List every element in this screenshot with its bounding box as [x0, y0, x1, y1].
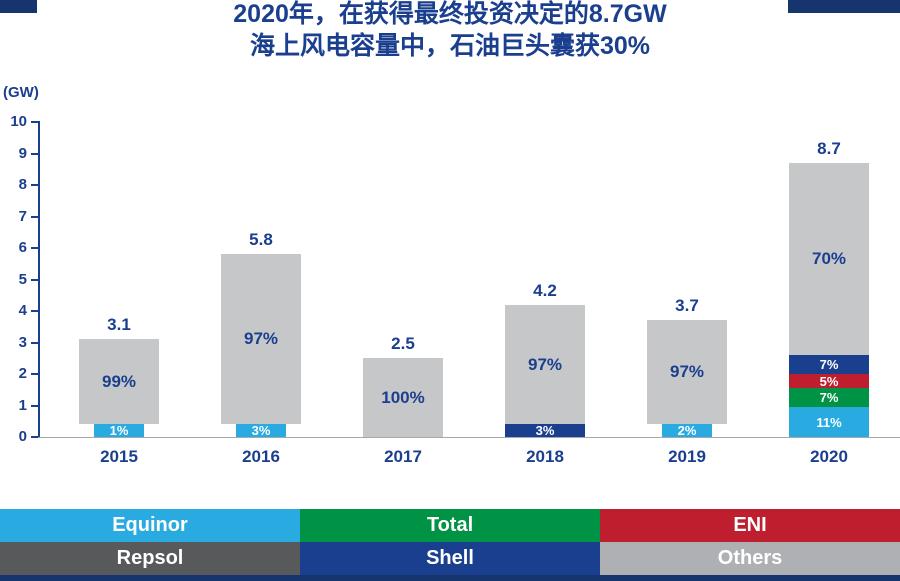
bar-total-label: 4.2	[533, 281, 557, 300]
x-axis-label-2020: 2020	[810, 447, 848, 466]
y-tick-label: 6	[18, 239, 27, 256]
bar-slot: 1% 99% 3.1	[48, 110, 190, 438]
segment-percent-label: 97%	[669, 362, 705, 381]
segment-percent-label: 3%	[251, 423, 271, 438]
bar-2017: 100% 2.5	[363, 334, 443, 437]
segment-percent-label: 97%	[243, 329, 279, 348]
segment-percent-label: 7%	[819, 390, 839, 405]
y-tick-label: 9	[18, 144, 27, 162]
segment-percent-label: 99%	[101, 371, 137, 391]
bar-total-label: 2.5	[391, 334, 415, 353]
segment-percent-label: 11%	[816, 414, 842, 430]
segment-others: 97%	[221, 254, 301, 424]
x-axis-label-2017: 2017	[384, 447, 422, 466]
y-tick-mark	[31, 436, 38, 438]
x-axis-label-2019: 2019	[668, 447, 706, 466]
bar-slot: 3% 97% 4.2	[474, 110, 616, 438]
segment-shell: 3%	[505, 423, 585, 438]
y-tick-mark	[31, 247, 38, 249]
segment-others: 97%	[505, 305, 585, 424]
stacked-bar-chart: 0 1 2 3 4 5 6 7 8 9 10 1% 99% 3.1 3% 97% 5.8 100% 2.5 3% 97…	[0, 110, 900, 485]
segment-percent-label: 7%	[819, 357, 839, 372]
segment-percent-label: 2%	[677, 423, 697, 438]
segment-others: 70%	[789, 163, 869, 355]
segment-total: 7%	[789, 388, 869, 407]
segment-equinor: 11%	[789, 407, 869, 437]
segment-shell: 7%	[789, 355, 869, 374]
y-tick-mark	[31, 121, 38, 123]
bar-slot: 11% 7% 5% 7% 70% 8.7	[758, 110, 900, 437]
segment-equinor: 2%	[662, 423, 712, 438]
bar-total-label: 3.7	[675, 296, 699, 315]
y-tick-mark	[31, 310, 38, 312]
y-axis-unit-label: (GW)	[3, 84, 39, 101]
y-tick-label: 3	[18, 333, 27, 351]
x-axis-labels: 2015 2016 2017 2018 2019 2020	[48, 447, 900, 471]
y-tick-mark	[31, 373, 38, 375]
bar-2020: 11% 7% 5% 7% 70% 8.7	[789, 139, 869, 437]
y-tick-label: 4	[18, 302, 27, 319]
y-tick-label: 7	[18, 207, 27, 225]
y-tick-mark	[31, 215, 38, 218]
legend-item-shell: Shell	[300, 542, 600, 575]
y-axis: 0 1 2 3 4 5 6 7 8 9 10	[0, 110, 40, 485]
segment-percent-label: 70%	[811, 249, 847, 268]
y-tick-mark	[31, 278, 38, 281]
decorative-bar-top-left	[0, 0, 37, 13]
y-tick-label: 2	[18, 365, 27, 382]
segment-others: 97%	[647, 320, 727, 424]
bar-slot: 100% 2.5	[332, 110, 474, 437]
y-tick-mark	[31, 184, 38, 186]
x-axis-label-2016: 2016	[242, 447, 280, 466]
legend-row: Repsol Shell Others	[0, 542, 900, 575]
legend-item-repsol: Repsol	[0, 542, 300, 575]
legend-item-total: Total	[300, 509, 600, 542]
segment-equinor: 1%	[94, 423, 144, 438]
y-tick-label: 0	[18, 428, 27, 445]
y-tick-label: 5	[18, 270, 27, 288]
y-tick-mark	[31, 341, 38, 344]
segment-percent-label: 97%	[527, 354, 563, 374]
chart-title-line2: 海上风电容量中，石油巨头囊获30%	[249, 32, 651, 60]
segment-others: 99%	[79, 339, 159, 424]
legend: Equinor Total ENI Repsol Shell Others	[0, 509, 900, 575]
y-tick-label: 8	[18, 176, 27, 193]
bar-2016: 3% 97% 5.8	[221, 230, 301, 438]
segment-percent-label: 100%	[381, 387, 425, 407]
chart-title-line1: 2020年，在获得最终投资决定的8.7GW	[233, 0, 667, 28]
chart-title: 2020年，在获得最终投资决定的8.7GW 海上风电容量中，石油巨头囊获30%	[0, 0, 900, 62]
legend-item-eni: ENI	[600, 509, 900, 542]
plot-area: 1% 99% 3.1 3% 97% 5.8 100% 2.5 3% 97% 4.2 2% 97% 3.7 1…	[48, 110, 900, 438]
segment-percent-label: 5%	[819, 373, 839, 389]
decorative-bar-bottom	[0, 575, 900, 581]
bar-2018: 3% 97% 4.2	[505, 281, 585, 438]
bar-2019: 2% 97% 3.7	[647, 296, 727, 438]
legend-item-others: Others	[600, 542, 900, 575]
decorative-bar-top-right	[788, 0, 900, 13]
bar-total-label: 3.1	[107, 315, 131, 334]
legend-item-equinor: Equinor	[0, 509, 300, 542]
x-axis-label-2018: 2018	[526, 447, 564, 466]
x-axis-line	[38, 437, 900, 438]
segment-percent-label: 1%	[109, 423, 129, 438]
y-tick-label: 10	[10, 113, 27, 130]
segment-equinor: 3%	[236, 423, 286, 438]
bar-total-label: 5.8	[249, 230, 273, 249]
y-tick-mark	[31, 152, 38, 155]
bar-total-label: 8.7	[817, 139, 841, 158]
segment-others: 100%	[363, 358, 443, 437]
segment-eni: 5%	[789, 373, 869, 389]
bar-2015: 1% 99% 3.1	[79, 315, 159, 438]
x-axis-label-2015: 2015	[100, 447, 138, 466]
y-tick-label: 1	[18, 396, 27, 414]
y-tick-mark	[31, 404, 38, 407]
bar-slot: 2% 97% 3.7	[616, 110, 758, 438]
bar-slot: 3% 97% 5.8	[190, 110, 332, 438]
legend-row: Equinor Total ENI	[0, 509, 900, 542]
segment-percent-label: 3%	[535, 423, 555, 438]
y-axis-line	[38, 121, 40, 438]
